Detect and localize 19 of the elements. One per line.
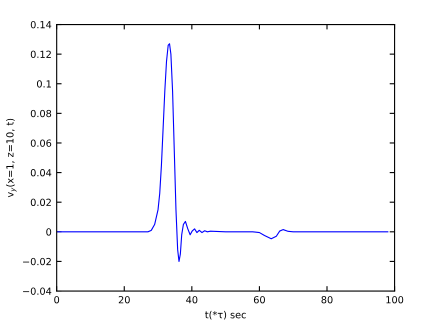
x-tick-label: 100: [386, 296, 404, 304]
x-tick-label: 80: [321, 296, 333, 304]
line-series: [56, 43, 388, 262]
y-tick-label: −0.04: [23, 288, 52, 295]
y-tick-label: 0.12: [30, 50, 51, 58]
y-tick-label: 0: [46, 228, 52, 236]
x-tick-label: 60: [254, 296, 265, 304]
x-axis-title: t(*τ) sec: [205, 310, 246, 320]
y-tick-label: 0.06: [30, 139, 52, 147]
y-axis-title: v$_{y}$(x=1, z=10, t): [6, 118, 16, 198]
x-tick-label: 40: [186, 296, 198, 304]
x-tick-label: 20: [118, 296, 130, 304]
y-tick-label: 0.04: [30, 169, 52, 176]
y-tick-label: −0.02: [23, 258, 51, 266]
y-tick-label: 0.02: [30, 198, 51, 206]
y-tick-label: 0.14: [30, 21, 52, 28]
y-tick-label: 0.1: [37, 80, 51, 88]
y-tick-label: 0.08: [30, 110, 52, 118]
x-tick-label: 0: [54, 296, 60, 304]
